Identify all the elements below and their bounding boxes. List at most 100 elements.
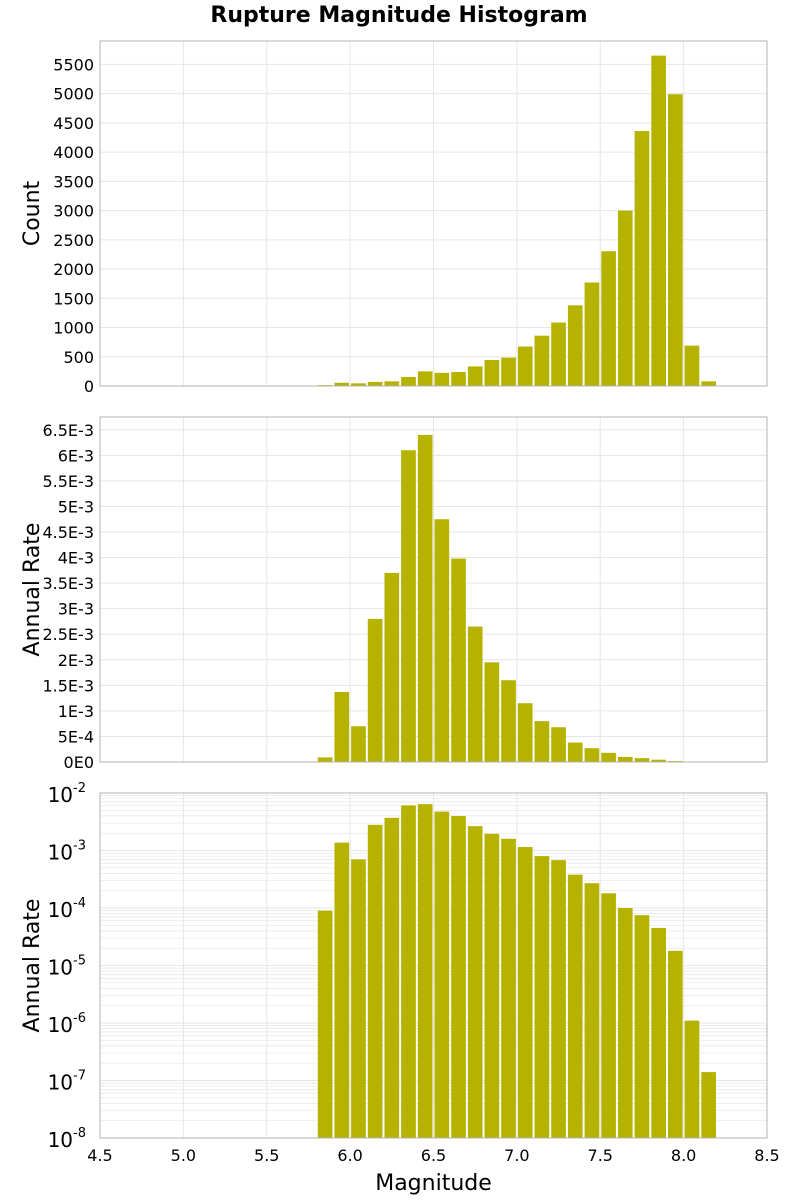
bar-7.05 xyxy=(517,346,533,386)
bar-7.25 xyxy=(551,860,566,1138)
y-tick-label: 2.5E-3 xyxy=(42,625,94,644)
y-tick-label: 3E-3 xyxy=(58,600,94,619)
y-tick-label: 10-8 xyxy=(48,1126,86,1152)
bar-7.85 xyxy=(651,55,666,386)
y-tick-label: 4.5E-3 xyxy=(42,523,94,542)
bar-8.15 xyxy=(701,1072,716,1138)
y-tick-label: 10-6 xyxy=(48,1011,86,1037)
y-tick-label: 4000 xyxy=(53,143,94,162)
y-tick-label: 2E-3 xyxy=(58,651,94,670)
panels-layer: 0 500 1000 1500 2000 2500 3000 3500 4000 4500 5000… xyxy=(20,40,780,1196)
x-tick-label: 6.5 xyxy=(421,1146,446,1165)
bar-7.05 xyxy=(517,847,533,1138)
x-tick-label: 6.0 xyxy=(337,1146,362,1165)
y-tick-label: 1000 xyxy=(53,319,94,338)
bar-7.55 xyxy=(601,893,616,1138)
bar-6.75 xyxy=(467,366,483,386)
y-axis-label: Annual Rate xyxy=(20,523,45,657)
bar-6.95 xyxy=(501,838,516,1138)
bar-6.95 xyxy=(501,357,516,386)
bar-7.75 xyxy=(634,131,650,386)
y-tick-label: 3500 xyxy=(53,172,94,191)
bar-7.55 xyxy=(601,752,616,762)
y-tick-label: 6.5E-3 xyxy=(42,421,94,440)
panel-2: 0E0 5E-4 1E-3 1.5E-3 2E-3 2.5E-3 3E-3 3.5E-3 4E-… xyxy=(20,416,768,772)
bar-8.05 xyxy=(684,1020,700,1138)
y-tick-label: 0E0 xyxy=(64,753,94,772)
y-tick-label: 10-4 xyxy=(48,896,86,922)
bar-7.35 xyxy=(567,305,583,386)
bar-6.25 xyxy=(384,381,400,386)
bar-7.45 xyxy=(584,748,600,762)
bar-6.65 xyxy=(451,816,466,1138)
y-tick-label: 500 xyxy=(63,348,94,367)
x-tick-label: 7.0 xyxy=(504,1146,529,1165)
bar-5.85 xyxy=(317,757,333,762)
bar-6.35 xyxy=(401,376,416,386)
y-tick-label: 10-7 xyxy=(48,1069,86,1095)
bar-6.45 xyxy=(417,434,433,762)
bar-6.85 xyxy=(484,833,500,1138)
bar-6.95 xyxy=(501,680,516,762)
y-tick-label: 4500 xyxy=(53,114,94,133)
y-tick-label: 4E-3 xyxy=(58,549,94,568)
bar-7.45 xyxy=(584,883,600,1138)
bar-7.65 xyxy=(617,756,633,762)
bar-7.15 xyxy=(534,721,550,762)
bar-6.55 xyxy=(434,811,450,1138)
bar-7.05 xyxy=(517,703,533,762)
x-tick-label: 8.5 xyxy=(754,1146,779,1165)
x-tick-label: 7.5 xyxy=(588,1146,613,1165)
y-tick-label: 1E-3 xyxy=(58,702,94,721)
y-tick-label: 5500 xyxy=(53,55,94,74)
bar-8.05 xyxy=(684,345,700,386)
y-tick-label: 1.5E-3 xyxy=(42,676,94,695)
bar-7.25 xyxy=(551,322,566,386)
bar-6.45 xyxy=(417,804,433,1138)
bar-7.95 xyxy=(667,94,683,387)
x-axis-label: Magnitude xyxy=(375,1171,492,1196)
y-tick-label: 10-2 xyxy=(48,781,86,807)
bar-6.05 xyxy=(351,726,366,762)
bar-6.75 xyxy=(467,826,483,1138)
y-tick-label: 10-3 xyxy=(48,839,86,865)
bar-7.55 xyxy=(601,251,616,386)
x-tick-label: 5.0 xyxy=(171,1146,196,1165)
y-tick-label: 5.5E-3 xyxy=(42,472,94,491)
y-tick-label: 0 xyxy=(84,377,94,396)
bar-6.15 xyxy=(367,618,383,762)
y-tick-label: 10-5 xyxy=(48,954,86,980)
bar-5.95 xyxy=(334,842,350,1138)
chart-title: Rupture Magnitude Histogram xyxy=(210,3,587,28)
bar-6.85 xyxy=(484,662,500,762)
bar-6.55 xyxy=(434,372,450,386)
bar-5.95 xyxy=(334,691,350,762)
y-tick-label: 2000 xyxy=(53,260,94,279)
bar-6.35 xyxy=(401,805,416,1138)
bar-7.15 xyxy=(534,856,550,1138)
bar-6.65 xyxy=(451,371,466,386)
bar-7.15 xyxy=(534,335,550,386)
bar-6.25 xyxy=(384,572,400,762)
bar-6.45 xyxy=(417,371,433,386)
y-axis-label: Count xyxy=(20,180,45,246)
y-axis-label: Annual Rate xyxy=(20,899,45,1033)
y-tick-label: 6E-3 xyxy=(58,446,94,465)
bar-7.95 xyxy=(667,950,683,1138)
y-tick-label: 5000 xyxy=(53,85,94,104)
bar-6.65 xyxy=(451,558,466,762)
bar-7.75 xyxy=(634,915,650,1138)
plot-frame xyxy=(99,416,768,763)
bar-6.55 xyxy=(434,519,450,762)
bar-6.75 xyxy=(467,626,483,762)
y-tick-label: 3.5E-3 xyxy=(42,574,94,593)
y-tick-label: 2500 xyxy=(53,231,94,250)
bar-7.75 xyxy=(634,758,650,762)
bar-6.05 xyxy=(351,383,366,386)
bar-7.35 xyxy=(567,742,583,762)
bar-6.05 xyxy=(351,859,366,1138)
bar-7.25 xyxy=(551,727,566,762)
bar-7.35 xyxy=(567,874,583,1138)
